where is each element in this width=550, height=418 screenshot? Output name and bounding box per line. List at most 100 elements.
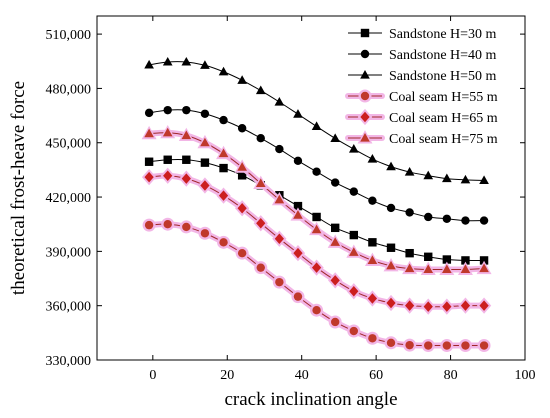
y-axis-title: theoretical frost-heave force bbox=[8, 81, 29, 295]
data-point bbox=[144, 108, 154, 118]
data-point bbox=[144, 128, 154, 138]
data-point bbox=[293, 247, 303, 259]
x-tick-label: 0 bbox=[149, 368, 156, 383]
data-point bbox=[330, 133, 341, 142]
data-point bbox=[460, 300, 471, 311]
data-point bbox=[367, 255, 378, 264]
data-point bbox=[405, 340, 414, 350]
data-point bbox=[255, 85, 266, 95]
series-6 bbox=[141, 124, 492, 275]
data-point bbox=[162, 127, 173, 137]
data-point bbox=[162, 56, 173, 66]
data-point bbox=[163, 105, 172, 115]
data-point bbox=[144, 59, 154, 69]
data-point bbox=[311, 121, 322, 131]
legend: Sandstone H=30 m Sandstone H=40 m Sandston… bbox=[345, 27, 498, 147]
data-point bbox=[256, 263, 265, 272]
x-tick-label: 60 bbox=[369, 368, 383, 383]
y-tick-label: 510,000 bbox=[46, 28, 92, 43]
data-point bbox=[274, 233, 284, 244]
legend-marker bbox=[360, 132, 370, 142]
data-point bbox=[424, 341, 433, 350]
data-point bbox=[479, 175, 489, 184]
y-tick-label: 360,000 bbox=[46, 300, 92, 315]
data-point bbox=[386, 161, 396, 171]
data-point bbox=[311, 224, 322, 234]
series-line bbox=[149, 175, 485, 308]
data-point bbox=[237, 75, 247, 84]
data-point bbox=[200, 60, 210, 69]
data-point bbox=[386, 260, 396, 270]
data-point bbox=[442, 214, 452, 223]
data-point bbox=[386, 338, 396, 347]
data-point bbox=[144, 220, 154, 230]
data-point bbox=[218, 190, 229, 201]
legend-label: Coal seam H=75 m bbox=[389, 132, 498, 147]
x-tick-label: 80 bbox=[444, 368, 458, 383]
legend-marker bbox=[360, 69, 370, 79]
data-point bbox=[479, 216, 489, 225]
x-axis-title: crack inclination angle bbox=[224, 389, 397, 410]
data-point bbox=[479, 300, 489, 311]
y-tick-label: 480,000 bbox=[46, 82, 92, 97]
data-point bbox=[423, 301, 433, 312]
data-point bbox=[442, 341, 452, 350]
data-point bbox=[181, 173, 191, 184]
legend-marker bbox=[360, 49, 370, 59]
data-point bbox=[182, 222, 191, 232]
data-point bbox=[460, 174, 471, 184]
data-point bbox=[330, 317, 340, 327]
legend-label: Coal seam H=65 m bbox=[389, 111, 498, 126]
series-line-halo bbox=[146, 129, 488, 273]
x-tick-label: 20 bbox=[220, 368, 234, 383]
data-point bbox=[330, 178, 340, 187]
data-point bbox=[255, 178, 266, 188]
data-point bbox=[182, 155, 191, 164]
data-point bbox=[405, 300, 415, 311]
data-point bbox=[311, 262, 322, 273]
data-point bbox=[479, 341, 489, 350]
data-point bbox=[256, 134, 265, 143]
data-point bbox=[349, 230, 358, 240]
data-point bbox=[237, 124, 247, 133]
series-layer bbox=[141, 56, 492, 353]
y-tick-label: 390,000 bbox=[46, 245, 92, 260]
series-line-halo bbox=[146, 221, 488, 349]
data-point bbox=[200, 180, 210, 191]
data-point bbox=[404, 167, 415, 176]
data-point bbox=[256, 218, 266, 229]
data-point bbox=[442, 255, 452, 264]
legend-marker bbox=[360, 91, 370, 101]
data-point bbox=[367, 293, 378, 304]
data-point bbox=[144, 157, 154, 166]
data-point bbox=[368, 334, 377, 343]
series-5 bbox=[141, 167, 492, 315]
data-point bbox=[181, 130, 192, 140]
data-point bbox=[368, 238, 377, 247]
data-point bbox=[163, 170, 173, 181]
data-point bbox=[293, 210, 303, 219]
series-4 bbox=[142, 217, 491, 353]
series-line bbox=[149, 223, 485, 347]
data-point bbox=[442, 264, 452, 274]
data-point bbox=[460, 264, 471, 274]
data-point bbox=[349, 326, 358, 336]
data-point bbox=[479, 263, 489, 273]
legend-label: Coal seam H=55 m bbox=[389, 90, 498, 105]
data-point bbox=[368, 196, 377, 205]
data-point bbox=[330, 275, 340, 286]
data-point bbox=[293, 156, 303, 166]
data-point bbox=[163, 155, 172, 164]
data-point bbox=[461, 341, 470, 350]
data-point bbox=[182, 105, 191, 115]
data-point bbox=[275, 277, 284, 287]
data-point bbox=[163, 220, 172, 229]
data-point bbox=[330, 237, 341, 246]
data-point bbox=[461, 256, 470, 265]
data-point bbox=[348, 247, 359, 256]
legend-marker bbox=[360, 111, 370, 123]
legend-label: Sandstone H=30 m bbox=[389, 27, 497, 42]
data-point bbox=[275, 144, 284, 154]
data-point bbox=[461, 216, 470, 225]
